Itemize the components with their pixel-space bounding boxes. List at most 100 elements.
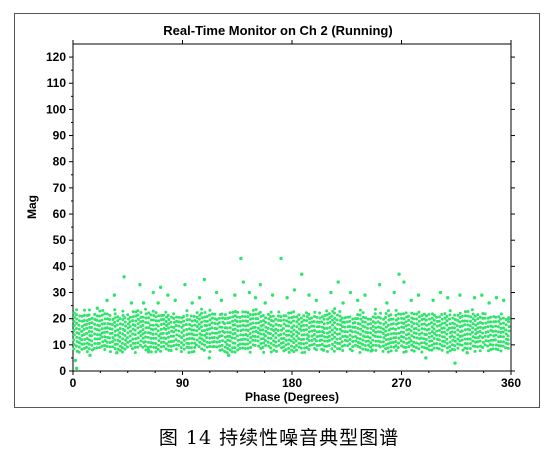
data-point [437,347,441,351]
data-point [400,344,404,348]
data-point [433,331,437,335]
data-point [310,329,314,333]
data-point [405,328,409,332]
data-point [473,318,477,322]
data-point [169,349,173,353]
data-point [167,322,171,326]
data-point [279,319,283,323]
outlier-point [239,256,243,261]
data-point [335,327,339,331]
data-point [478,325,482,329]
data-point [381,349,385,353]
data-point [141,345,145,349]
data-point [236,329,240,333]
data-point [374,330,378,334]
data-point [356,344,360,348]
data-point [159,332,163,336]
data-point [103,330,107,334]
data-point [284,338,288,342]
data-point [120,341,124,345]
data-point [496,348,500,352]
data-point [412,312,416,316]
data-point [233,327,237,331]
data-point [468,337,472,341]
data-point [320,342,324,346]
data-point [456,313,460,317]
data-point [200,347,204,351]
data-point [501,321,505,325]
data-point [208,323,212,327]
data-point [113,329,117,333]
data-point [72,315,76,319]
data-point [271,334,275,338]
data-point [361,315,365,319]
data-point [297,337,301,341]
data-point [489,320,493,324]
data-point [126,317,130,321]
data-point [217,316,221,320]
data-point [305,323,309,327]
outlier-point [122,275,126,279]
data-point [423,327,427,331]
data-point [174,338,178,342]
data-point [369,345,373,349]
data-point [307,347,311,351]
data-point [483,343,487,347]
data-point [136,317,140,321]
data-point [397,326,401,330]
data-point [460,329,464,333]
data-point [276,314,280,318]
data-point [97,328,101,332]
data-point [353,325,357,329]
data-point [366,339,370,343]
data-point [318,343,322,347]
data-point [246,315,250,319]
data-point [172,325,176,329]
data-point [473,349,477,353]
data-point [323,327,327,331]
data-point [299,342,303,346]
data-point [279,324,283,328]
outlier-point [202,277,207,282]
data-point [261,337,265,341]
outlier-point [219,298,224,303]
data-point [159,336,163,340]
data-point [256,326,260,330]
data-point [268,332,272,336]
data-point [323,339,327,343]
data-point [497,319,501,323]
data-point [358,351,362,355]
outlier-point [151,290,155,295]
data-point [312,333,316,337]
outlier-point [397,272,401,276]
data-point [402,330,406,334]
data-point [452,348,456,352]
data-point [239,338,243,342]
data-point [460,343,464,347]
data-point [256,335,260,339]
data-point [404,345,408,349]
data-point [420,331,424,335]
data-point [210,321,214,325]
data-point [374,339,378,343]
data-point [113,316,117,320]
outlier-point [438,290,443,295]
data-point [310,324,314,328]
data-point [369,317,373,321]
data-point [271,314,275,318]
data-point [465,319,469,323]
data-point [460,324,464,328]
outlier-point [129,301,134,305]
data-point [302,314,306,318]
data-point [243,315,247,319]
data-point [442,344,446,348]
data-point [437,315,441,319]
x-tick-label: 270 [391,376,411,390]
data-point [353,321,357,325]
data-point [74,327,78,331]
data-point [136,309,140,313]
data-point [481,331,485,335]
data-point [166,313,170,317]
data-point [432,342,436,346]
data-point [476,345,480,349]
